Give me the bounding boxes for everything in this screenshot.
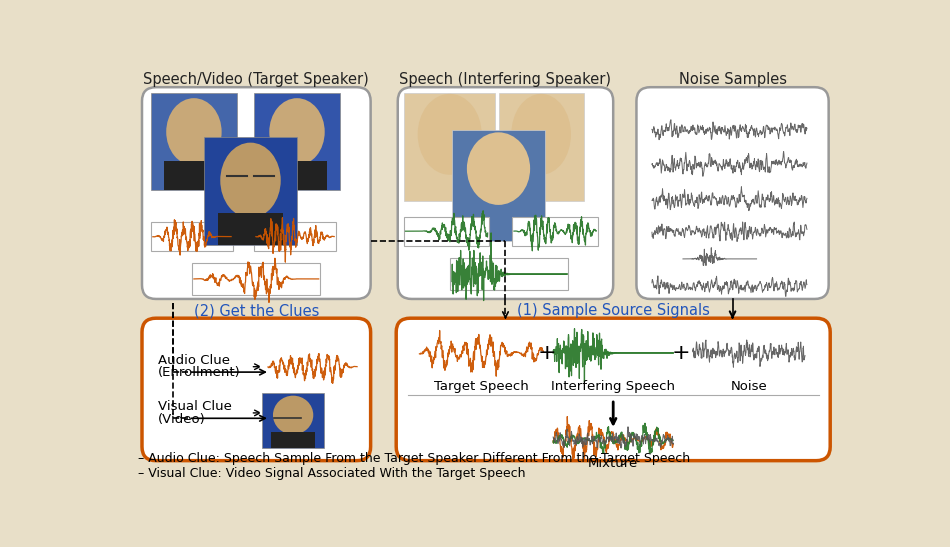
Bar [204,137,297,245]
Text: – Audio Clue: Speech Sample From the Target Speaker Different From the Target Sp: – Audio Clue: Speech Sample From the Tar… [138,452,691,465]
Bar [255,94,340,190]
Text: Visual Clue: Visual Clue [158,400,232,413]
Text: +: + [672,343,691,363]
FancyBboxPatch shape [636,87,828,299]
Bar [272,432,314,449]
Bar [404,94,495,201]
Text: – Visual Clue: Video Signal Associated With the Target Speech: – Visual Clue: Video Signal Associated W… [138,467,525,480]
Text: (1) Sample Source Signals: (1) Sample Source Signals [517,303,710,318]
Text: (Enrollment): (Enrollment) [158,366,240,380]
Text: Mixture: Mixture [588,457,638,470]
Bar [267,161,327,190]
Bar [452,130,545,241]
Bar [255,222,335,251]
FancyBboxPatch shape [396,318,830,461]
Ellipse shape [273,395,314,434]
Ellipse shape [269,98,325,166]
Ellipse shape [220,143,281,218]
Ellipse shape [418,94,482,174]
FancyBboxPatch shape [142,318,370,461]
Bar [192,263,320,295]
Text: Speech/Video (Target Speaker): Speech/Video (Target Speaker) [143,72,370,87]
Text: Noise: Noise [731,380,768,393]
Text: (Video): (Video) [158,412,205,426]
Ellipse shape [466,132,530,205]
Text: +: + [538,343,557,363]
Bar [151,222,233,251]
FancyBboxPatch shape [398,87,613,299]
Ellipse shape [166,98,221,166]
Text: (2) Get the Clues: (2) Get the Clues [194,303,319,318]
Text: Audio Clue: Audio Clue [158,354,230,367]
Bar [512,217,598,246]
Bar [164,161,224,190]
Text: Interfering Speech: Interfering Speech [551,380,675,393]
Bar [450,258,568,290]
Bar [499,94,583,201]
FancyBboxPatch shape [142,87,370,299]
Text: Target Speech: Target Speech [434,380,529,393]
Bar [262,393,324,449]
Bar [404,217,489,246]
Bar [151,94,237,190]
Ellipse shape [511,94,571,174]
Bar [218,213,283,245]
Text: Speech (Interfering Speaker): Speech (Interfering Speaker) [400,72,612,87]
Text: Noise Samples: Noise Samples [678,72,787,87]
